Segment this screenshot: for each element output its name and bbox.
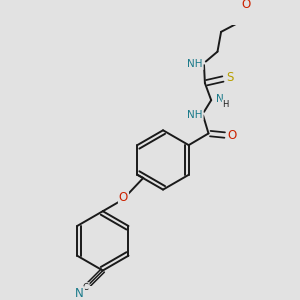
Text: C: C: [83, 283, 89, 292]
Text: N: N: [75, 287, 84, 300]
Text: O: O: [119, 191, 128, 204]
Text: H: H: [222, 100, 229, 109]
Text: N: N: [216, 94, 224, 104]
Text: NH: NH: [187, 110, 203, 120]
Text: S: S: [226, 71, 234, 84]
Text: O: O: [242, 0, 251, 11]
Text: O: O: [227, 129, 236, 142]
Text: NH: NH: [187, 59, 203, 69]
